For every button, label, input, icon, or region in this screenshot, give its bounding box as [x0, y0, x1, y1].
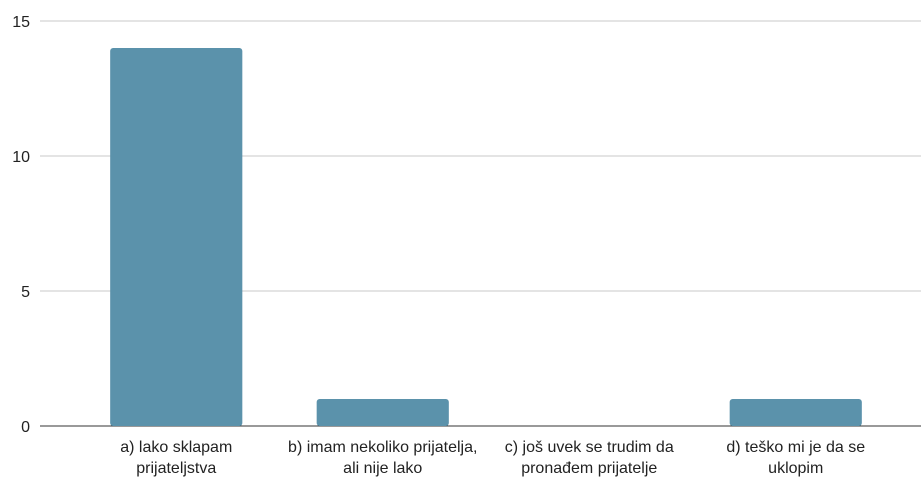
- x-tick-label: d) teško mi je da se uklopim: [726, 439, 865, 477]
- bar: [729, 399, 862, 426]
- bar: [316, 399, 449, 426]
- bar: [110, 48, 243, 426]
- y-tick-label: 0: [21, 419, 30, 436]
- y-tick-label: 15: [12, 14, 30, 31]
- x-tick-label: b) imam nekoliko prijatelja, ali nije lak…: [288, 439, 477, 477]
- x-tick-label: c) još uvek se trudim da pronađem prijate…: [505, 439, 674, 477]
- y-tick-label: 5: [21, 284, 30, 301]
- x-tick-label: a) lako sklapam prijateljstva: [120, 439, 232, 477]
- y-tick-label: 10: [12, 149, 30, 166]
